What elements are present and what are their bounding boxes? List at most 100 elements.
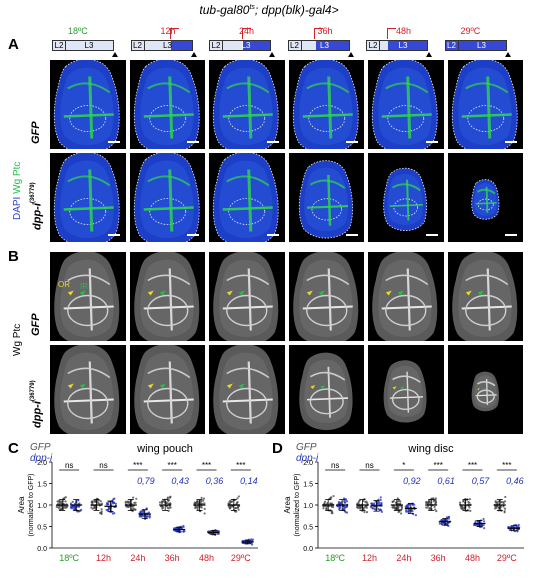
data-point: [494, 501, 497, 504]
data-point: [199, 499, 202, 502]
data-point: [503, 507, 507, 510]
y-tick-label: 2.0: [303, 460, 313, 467]
outer-ring-label: OR: [58, 280, 70, 289]
data-point: [142, 509, 145, 512]
data-point: [134, 508, 137, 511]
category-label: 36h: [431, 553, 446, 563]
row-label-gfp-b: GFP: [30, 313, 42, 336]
data-point: [168, 507, 171, 510]
data-point: [105, 508, 108, 512]
data-point: [202, 499, 205, 502]
data-point: [131, 505, 134, 508]
ratio-label: 0,43: [171, 476, 189, 486]
data-point: [56, 500, 59, 503]
gridB-image-r0-c4: [368, 252, 444, 341]
timeline-bar-0: L2 L3: [52, 40, 114, 51]
panel-b-image-grid: OR IR: [50, 252, 530, 434]
ptc-label: Ptc: [12, 161, 23, 177]
data-point: [79, 509, 82, 512]
data-point: [237, 495, 240, 498]
legend-gfp: GFP: [30, 442, 51, 453]
data-point: [100, 502, 104, 505]
data-point: [132, 496, 135, 499]
gridB-image-r1-c4: [368, 345, 444, 434]
y-tick-label: 0.0: [303, 546, 313, 553]
figure-title-text: tub-gal80ts; dpp(blk)-gal4>: [199, 3, 339, 17]
scale-bar: [107, 234, 120, 236]
gridA-image-r1-c4: [368, 153, 444, 242]
data-point: [467, 500, 470, 504]
timeline-29c-fill: [445, 41, 506, 50]
data-point: [128, 501, 131, 504]
data-point: [371, 507, 375, 510]
panel-a-side-label: DAPI Wg Ptc: [12, 120, 23, 220]
data-point: [332, 505, 335, 509]
significance-label: ***: [502, 461, 511, 470]
data-point: [59, 507, 62, 510]
data-point: [394, 501, 397, 504]
ratio-label: 0,14: [240, 476, 258, 486]
data-point: [133, 501, 136, 505]
timeline-29c-fill: [315, 41, 349, 50]
data-point: [343, 501, 347, 504]
data-point: [330, 502, 334, 505]
data-point: [345, 505, 348, 508]
data-point: [342, 497, 346, 500]
gridB-image-r0-c5: [447, 252, 523, 341]
timeline-bar-3: L2 L3: [287, 40, 350, 51]
data-point: [366, 502, 369, 505]
data-point: [174, 529, 177, 532]
category-label: 18ºC: [59, 553, 79, 563]
scale-bar: [505, 141, 517, 143]
y-tick-label: 1.0: [37, 503, 47, 510]
stage-l2: L2: [289, 41, 302, 50]
data-point: [236, 497, 239, 500]
timeline-bar-5: L2 L3: [444, 40, 507, 51]
data-point: [145, 507, 148, 510]
category-label: 48h: [465, 553, 480, 563]
gridA-image-r1-c3: [288, 153, 364, 242]
scale-bar: [425, 234, 438, 236]
data-point: [165, 501, 168, 505]
data-point: [55, 505, 58, 508]
data-point: [93, 500, 96, 503]
title-superscript: ts: [249, 4, 255, 11]
data-point: [96, 499, 99, 502]
category-label: 48h: [199, 553, 214, 563]
data-point: [235, 507, 238, 510]
significance-label: *: [402, 461, 405, 470]
data-point: [161, 507, 164, 510]
data-point: [365, 506, 368, 509]
data-point: [427, 501, 430, 504]
data-point: [503, 511, 506, 514]
significance-label: ns: [365, 461, 373, 470]
category-label: 24h: [130, 553, 145, 563]
scale-bar: [187, 234, 199, 236]
data-point: [405, 504, 409, 507]
data-point: [379, 498, 382, 502]
data-point: [107, 508, 110, 511]
ratio-label: 0,46: [506, 476, 524, 486]
data-point: [127, 505, 130, 508]
data-point: [469, 509, 472, 512]
data-point: [365, 511, 369, 514]
stage-l2: L2: [446, 41, 459, 50]
data-point: [140, 514, 143, 517]
data-point: [165, 505, 169, 508]
y-tick-label: 0.5: [37, 525, 47, 532]
data-point: [435, 510, 438, 513]
timeline-label-5: 29ºC: [460, 26, 481, 36]
data-point: [369, 506, 373, 509]
data-point: [329, 502, 332, 505]
data-point: [458, 501, 462, 504]
legend-dppi: dpp-i: [30, 453, 53, 464]
ratio-label: 0,36: [206, 476, 224, 486]
y-tick-label: 1.5: [303, 482, 313, 489]
gridB-image-r0-c0: OR IR: [50, 252, 126, 341]
temperature-shift-arrow-icon: [169, 28, 179, 39]
data-point: [329, 497, 332, 500]
gridB-image-r0-c2: [209, 252, 285, 341]
category-label: 29ºC: [231, 553, 251, 563]
timeline-label-1: 12h: [160, 26, 176, 36]
